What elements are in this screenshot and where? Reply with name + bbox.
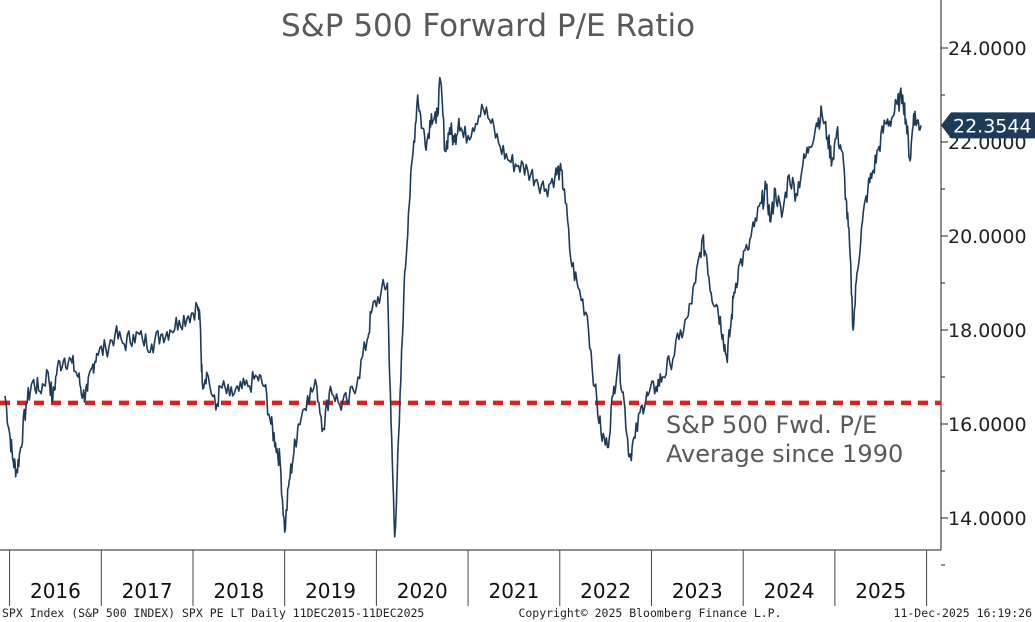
last-value-label: 22.3544 (953, 115, 1032, 137)
y-axis-ticks: 24.000022.000020.000018.000016.000014.00… (940, 0, 1027, 566)
x-year-label: 2018 (213, 579, 264, 603)
x-year-label: 2024 (764, 579, 815, 603)
footer-timestamp: 11-Dec-2025 16:19:26 (894, 606, 1033, 620)
y-tick-label: 14.0000 (948, 508, 1027, 530)
x-year-label: 2022 (580, 579, 631, 603)
x-year-label: 2023 (672, 579, 723, 603)
footer-source: SPX Index (S&P 500 INDEX) SPX PE LT Dail… (2, 606, 424, 620)
y-tick-label: 24.0000 (948, 38, 1027, 60)
reference-label-line1: S&P 500 Fwd. P/E (666, 411, 877, 439)
reference-label-line2: Average since 1990 (666, 440, 903, 468)
footer-copyright: Copyright© 2025 Bloomberg Finance L.P. (518, 606, 781, 620)
last-value-marker: 22.3544 (941, 112, 1035, 139)
pe-ratio-series-line (4, 76, 922, 538)
x-year-label: 2020 (397, 579, 448, 603)
y-tick-label: 20.0000 (948, 226, 1027, 248)
x-year-label: 2025 (855, 579, 906, 603)
x-year-label: 2019 (305, 579, 356, 603)
y-tick-label: 16.0000 (948, 414, 1027, 436)
last-value-box (941, 112, 1035, 139)
x-year-label: 2016 (30, 579, 81, 603)
chart-title: S&P 500 Forward P/E Ratio (281, 8, 695, 44)
x-year-label: 2021 (488, 579, 539, 603)
x-year-label: 2017 (122, 579, 173, 603)
x-axis: 2016 2017 2018 2019 2020 2021 2022 2023 2024 2025 (0, 549, 941, 606)
y-tick-label: 18.0000 (948, 320, 1027, 342)
